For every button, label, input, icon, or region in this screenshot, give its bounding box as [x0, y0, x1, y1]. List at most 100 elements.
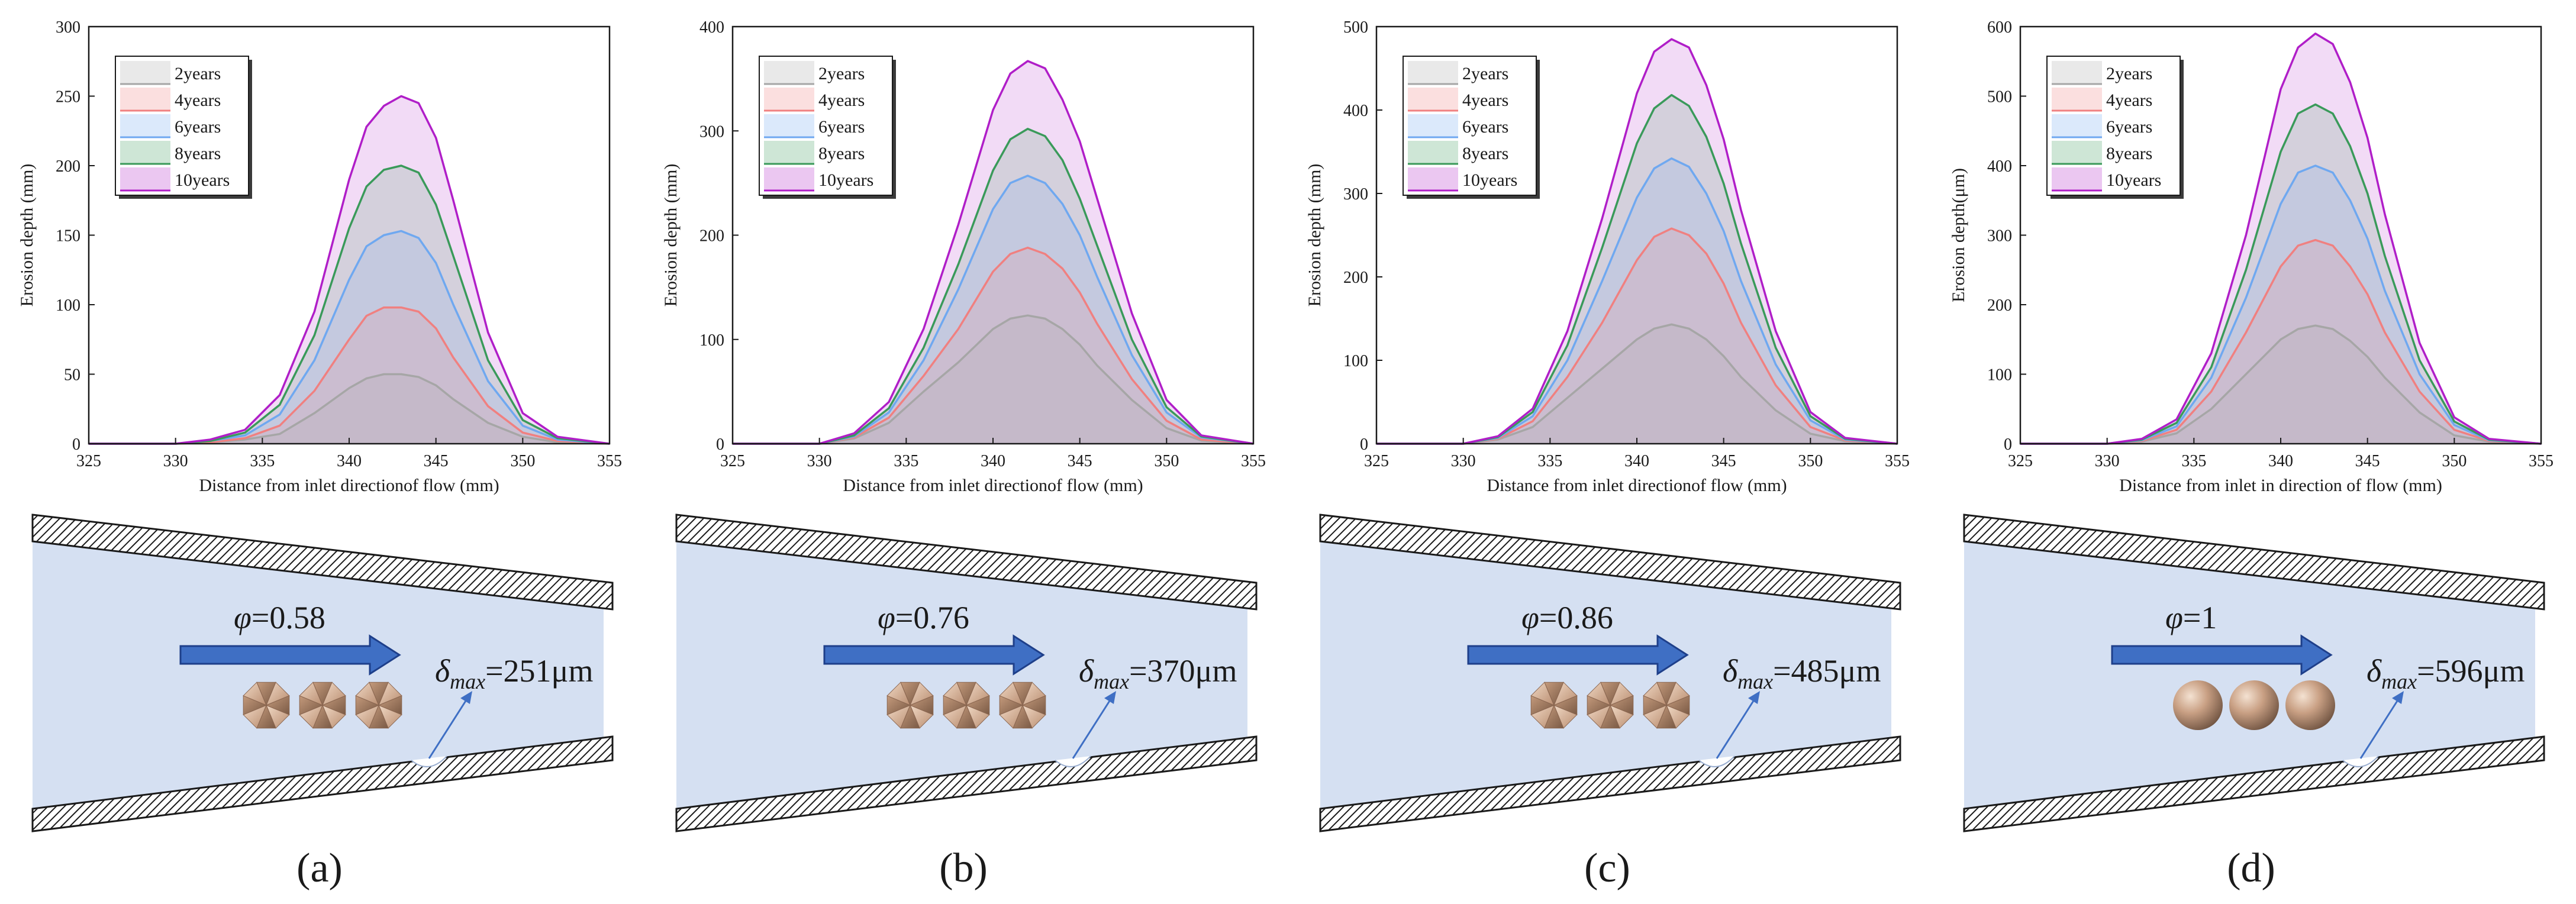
legend-swatch-8years	[1408, 141, 1458, 164]
series-area-10years	[2020, 33, 2541, 444]
pit-pointer-head	[1748, 691, 1760, 704]
series-line-6years	[1376, 157, 1898, 445]
particle-faceted	[355, 682, 402, 729]
pipe-diagram: φ=0.58 δmax=251μm	[31, 514, 614, 832]
particle-faceted	[299, 682, 346, 729]
x-tick-label: 345	[1711, 452, 1736, 470]
legend-swatch-6years	[764, 114, 814, 137]
legend-box	[759, 56, 893, 196]
legend-entry-10years: 10years	[818, 170, 873, 190]
legend-entry-4years: 4years	[818, 91, 865, 110]
shape-factor-label: φ=0.58	[234, 600, 325, 635]
y-tick-label: 250	[56, 88, 80, 106]
series-line-8years	[2020, 103, 2542, 445]
legend-entry-2years: 2years	[818, 64, 865, 83]
x-tick-label: 340	[2268, 452, 2293, 470]
series-area-6years	[1376, 158, 1897, 444]
legend-entry-6years: 6years	[175, 117, 221, 137]
legend-entry-2years: 2years	[1462, 64, 1508, 83]
legend: 2years 4years 6years 8years 10years	[2046, 56, 2184, 199]
x-tick-label: 325	[1364, 452, 1389, 470]
series-line-4years	[1376, 227, 1898, 445]
x-tick-label: 330	[163, 452, 188, 470]
series-area-4years	[733, 247, 1253, 444]
delta-symbol: δ	[435, 653, 450, 689]
y-tick-label: 200	[1343, 269, 1368, 287]
delta-value: =485μm	[1773, 653, 1881, 689]
flow-arrow	[2111, 634, 2333, 676]
series-line-2years	[1376, 323, 1898, 445]
series-line-8years	[89, 164, 610, 445]
legend-swatch-4years	[1408, 88, 1458, 111]
series-line-2years	[733, 314, 1254, 445]
phi-value: =0.76	[895, 600, 969, 635]
delta-symbol: δ	[1723, 653, 1738, 689]
panel-label: (d)	[2227, 845, 2275, 891]
series-line-6years	[2020, 164, 2542, 445]
pit-pointer-head	[1104, 691, 1116, 704]
series-line-8years	[733, 127, 1254, 445]
erosion-chart: 325 330 335 340 345 350 355 0 100 200 300 400 Distan…	[661, 18, 1266, 495]
particle-faceted	[243, 682, 290, 729]
legend-swatch-8years	[120, 141, 170, 164]
legend-swatch-2years	[1408, 61, 1458, 84]
series-area-8years	[89, 166, 610, 444]
x-axis-title: Distance from inlet directionof flow (mm…	[1487, 476, 1787, 495]
phi-value: =0.86	[1539, 600, 1613, 635]
shape-factor-label: φ=0.86	[1521, 600, 1613, 635]
pipe-diagram: φ=1 δmax=596μm	[1963, 514, 2545, 832]
y-tick-label: 0	[716, 435, 724, 454]
series-line-4years	[733, 246, 1254, 445]
x-axis-title: Distance from inlet directionof flow (mm…	[199, 476, 499, 495]
series-area-4years	[2020, 240, 2541, 444]
x-tick-label: 340	[1624, 452, 1649, 470]
x-tick-label: 330	[2095, 452, 2120, 470]
y-tick-label: 200	[699, 227, 724, 246]
x-tick-label: 350	[2442, 452, 2467, 470]
x-tick-label: 335	[2181, 452, 2206, 470]
phi-symbol: φ	[1521, 600, 1539, 635]
max-erosion-label: δmax=596μm	[2367, 653, 2525, 693]
particle-facet	[1021, 695, 1046, 715]
series-line-2years	[2020, 324, 2542, 445]
series-area-10years	[89, 96, 610, 444]
x-tick-label: 340	[337, 452, 362, 470]
x-tick-label: 345	[2355, 452, 2380, 470]
particle-faceted	[886, 682, 934, 729]
particle-facet	[1553, 695, 1578, 715]
x-tick-label: 330	[1451, 452, 1476, 470]
particle-facet	[321, 695, 346, 715]
series-area-2years	[2020, 325, 2541, 444]
y-tick-label: 300	[1987, 227, 2012, 246]
series-area-6years	[733, 176, 1253, 444]
pipe-diagram: φ=0.76 δmax=370μm	[675, 514, 1258, 832]
upper-pipe-wall	[1319, 514, 1901, 611]
phi-symbol: φ	[878, 600, 895, 635]
legend-entry-4years: 4years	[1462, 91, 1508, 110]
y-tick-label: 300	[1343, 185, 1368, 204]
x-tick-label: 350	[1154, 452, 1179, 470]
y-tick-label: 300	[56, 18, 80, 37]
series-area-6years	[89, 231, 610, 444]
erosion-pit	[2342, 756, 2379, 767]
legend-entry-10years: 10years	[1462, 170, 1517, 190]
particle-faceted	[999, 682, 1046, 729]
delta-value: =596μm	[2417, 653, 2525, 689]
particle-facet	[378, 695, 402, 715]
pipe-diagram: φ=0.86 δmax=485μm	[1319, 514, 1901, 832]
x-tick-label: 350	[1798, 452, 1823, 470]
panel-label: (c)	[1584, 845, 1630, 891]
legend-entry-4years: 4years	[175, 91, 221, 110]
legend-swatch-10years	[764, 167, 814, 191]
particle-faceted	[1530, 682, 1578, 729]
x-tick-label: 345	[424, 452, 449, 470]
upper-pipe-wall	[675, 514, 1258, 611]
legend-entry-8years: 8years	[2106, 144, 2152, 163]
x-tick-label: 355	[1241, 452, 1266, 470]
legend: 2years 4years 6years 8years 10years	[1403, 56, 1540, 199]
series-line-10years	[2020, 33, 2542, 445]
phi-value: =1	[2183, 600, 2217, 635]
pit-pointer-line	[2359, 698, 2400, 759]
pit-pointer-head	[460, 691, 472, 704]
